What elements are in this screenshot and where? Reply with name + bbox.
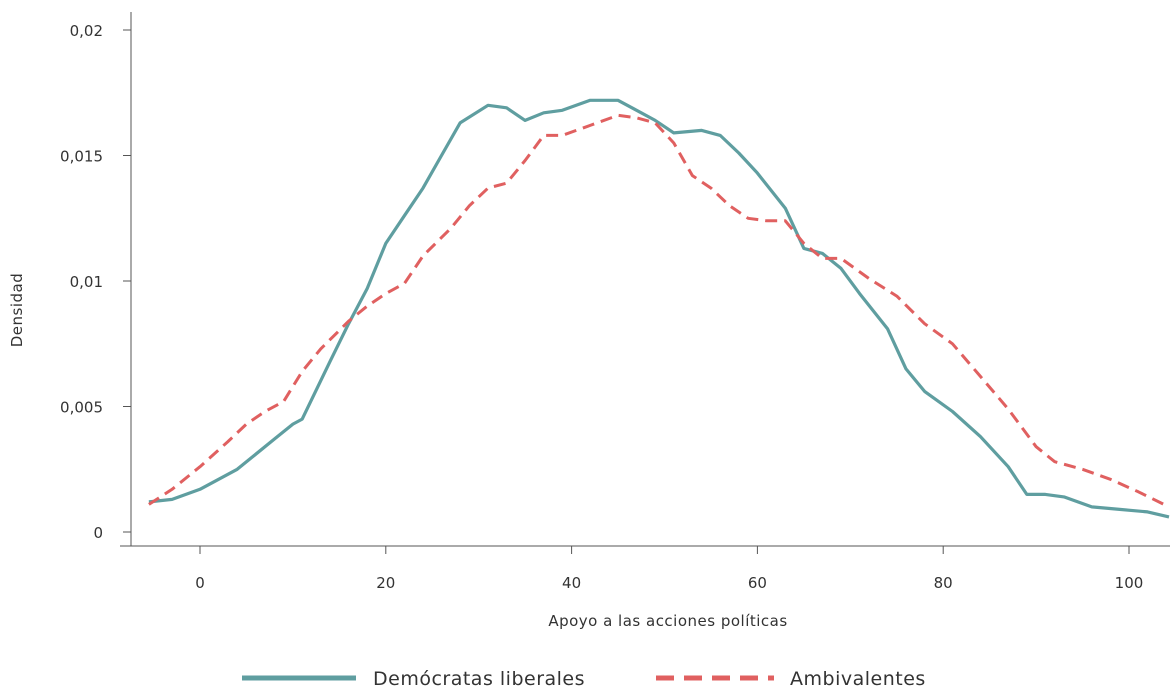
y-tick-label: 0,02 [70, 22, 103, 40]
x-tick-label: 100 [1115, 574, 1144, 592]
legend-label-ambivalentes: Ambivalentes [790, 668, 926, 690]
x-ticks: 0 20 40 60 80 100 [195, 546, 1143, 592]
legend-label-demócratas-liberales: Demócratas liberales [373, 668, 585, 690]
x-tick-label: 60 [748, 574, 767, 592]
legend: Demócratas liberales Ambivalentes [242, 668, 926, 690]
y-tick-label: 0,015 [60, 148, 103, 166]
x-tick-label: 40 [562, 574, 581, 592]
y-tick-label: 0 [93, 524, 103, 542]
axes [120, 12, 1170, 547]
y-axis-title: Densidad [8, 273, 26, 348]
y-tick-label: 0,01 [70, 273, 103, 291]
series-layer [148, 98, 1170, 519]
y-tick-label: 0,005 [60, 399, 103, 417]
x-axis-title: Apoyo a las acciones políticas [548, 612, 787, 630]
series-line-ambivalentes [148, 113, 1170, 509]
x-tick-label: 0 [195, 574, 205, 592]
series-line-demócratas-liberales [148, 98, 1170, 519]
x-tick-label: 20 [376, 574, 395, 592]
y-ticks: 0 0,005 0,01 0,015 0,02 [60, 22, 131, 542]
x-tick-label: 80 [934, 574, 953, 592]
